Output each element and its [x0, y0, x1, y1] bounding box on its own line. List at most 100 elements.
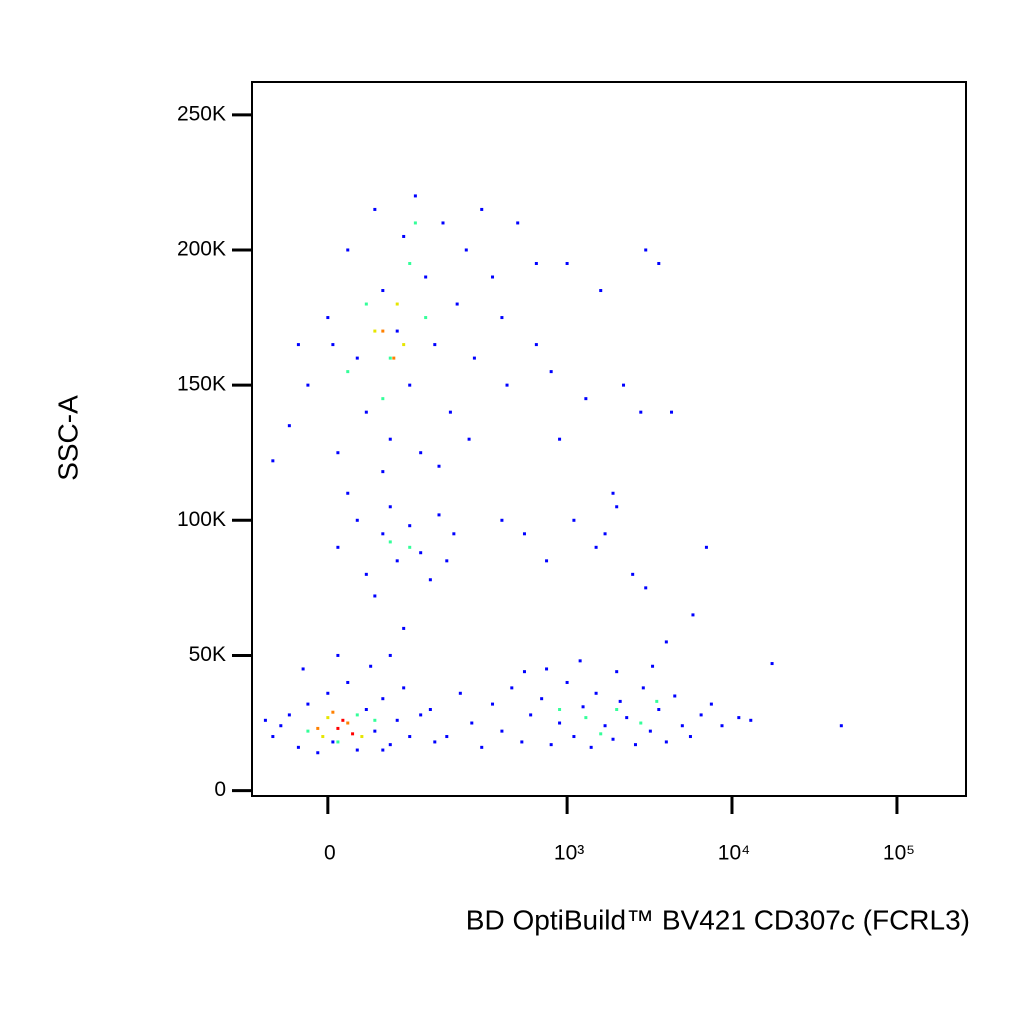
data-point	[296, 343, 300, 347]
y-tick-label: 200K	[177, 238, 226, 261]
data-point	[424, 316, 428, 320]
data-point	[326, 691, 330, 695]
data-point	[413, 194, 417, 198]
data-point	[770, 662, 774, 666]
data-point	[691, 613, 695, 617]
data-point	[599, 732, 603, 736]
data-point	[441, 221, 445, 225]
data-point	[664, 740, 668, 744]
data-point	[381, 289, 385, 293]
data-point	[655, 699, 659, 703]
data-point	[395, 718, 399, 722]
data-point	[622, 383, 626, 387]
data-point	[594, 691, 598, 695]
data-point	[271, 459, 275, 463]
data-point	[470, 721, 474, 725]
data-point	[565, 261, 569, 265]
data-point	[673, 694, 677, 698]
y-tick-label: 100K	[177, 508, 226, 531]
data-point	[565, 680, 569, 684]
data-point	[419, 713, 423, 717]
data-point	[720, 724, 724, 728]
data-point	[373, 729, 377, 733]
data-point	[336, 740, 340, 744]
data-point	[428, 708, 432, 712]
data-point	[611, 491, 615, 495]
data-point	[381, 470, 385, 474]
data-point	[641, 686, 645, 690]
data-point	[306, 383, 310, 387]
data-point	[331, 343, 335, 347]
data-point	[437, 513, 441, 517]
data-point	[388, 743, 392, 747]
data-point	[402, 626, 406, 630]
data-point	[336, 726, 340, 730]
data-point	[657, 261, 661, 265]
data-point	[346, 680, 350, 684]
data-point	[301, 667, 305, 671]
data-point	[599, 289, 603, 293]
data-point	[433, 343, 437, 347]
data-point	[373, 329, 377, 333]
data-point	[336, 653, 340, 657]
data-point	[316, 726, 320, 730]
data-point	[680, 724, 684, 728]
data-point	[336, 545, 340, 549]
data-point	[316, 751, 320, 755]
data-point	[381, 697, 385, 701]
data-point	[428, 578, 432, 582]
data-point	[522, 670, 526, 674]
data-point	[296, 745, 300, 749]
data-point	[611, 737, 615, 741]
data-point	[341, 718, 345, 722]
data-point	[664, 640, 668, 644]
data-point	[279, 724, 283, 728]
data-point	[287, 713, 291, 717]
data-point	[445, 559, 449, 563]
data-point	[395, 329, 399, 333]
data-point	[355, 748, 359, 752]
data-point	[448, 410, 452, 414]
data-point	[306, 729, 310, 733]
data-point	[615, 670, 619, 674]
data-point	[331, 710, 335, 714]
data-point	[510, 686, 514, 690]
data-point	[392, 356, 396, 360]
data-point	[402, 343, 406, 347]
data-point	[505, 383, 509, 387]
data-point	[364, 708, 368, 712]
data-point	[395, 559, 399, 563]
data-point	[388, 356, 392, 360]
data-point	[549, 370, 553, 374]
data-point	[364, 410, 368, 414]
data-point	[437, 464, 441, 468]
data-point	[321, 735, 325, 739]
data-point	[388, 505, 392, 509]
data-point	[631, 572, 635, 576]
data-point	[534, 261, 538, 265]
data-point	[408, 383, 412, 387]
data-point	[603, 724, 607, 728]
data-point	[388, 653, 392, 657]
data-point	[639, 721, 643, 725]
data-point	[644, 586, 648, 590]
data-point	[373, 718, 377, 722]
data-point	[455, 302, 459, 306]
data-point	[540, 697, 544, 701]
data-point	[657, 708, 661, 712]
data-point	[648, 729, 652, 733]
data-point	[369, 664, 373, 668]
data-point	[346, 721, 350, 725]
x-tick-label: 10⁴	[718, 842, 750, 865]
data-point	[306, 702, 310, 706]
data-point	[558, 721, 562, 725]
x-tick-label: 0	[324, 842, 336, 865]
data-point	[452, 532, 456, 536]
data-point	[639, 410, 643, 414]
data-point	[520, 740, 524, 744]
data-point	[500, 518, 504, 522]
data-point	[467, 437, 471, 441]
data-point	[522, 532, 526, 536]
